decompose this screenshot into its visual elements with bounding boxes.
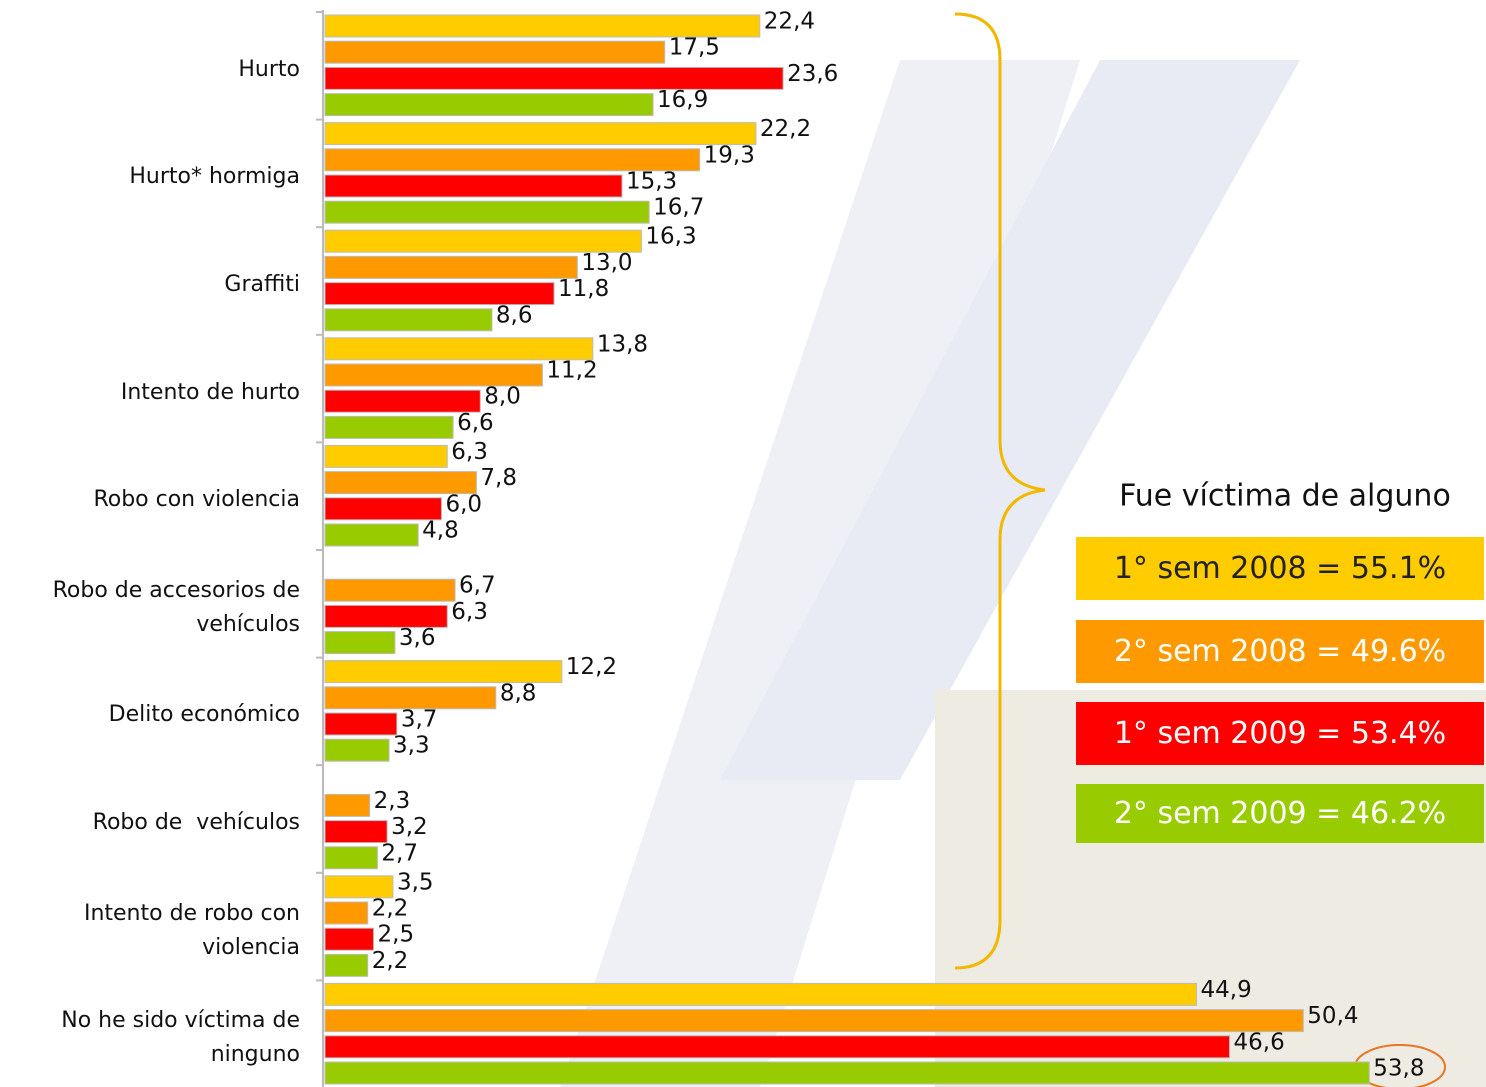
legend-label: 2° sem 2009 = 46.2%	[1114, 796, 1446, 831]
value-label: 3,7	[401, 707, 438, 733]
value-label: 16,9	[657, 87, 708, 113]
value-label: 12,2	[566, 654, 617, 680]
bar	[324, 122, 757, 146]
bar	[324, 337, 594, 361]
category-label: Robo con violencia	[93, 487, 300, 513]
value-label: 19,3	[704, 142, 755, 168]
category-label: Graffiti	[224, 272, 300, 297]
bar	[324, 631, 396, 655]
bar	[324, 363, 543, 387]
legend-label: 1° sem 2008 = 55.1%	[1114, 551, 1446, 586]
value-label: 23,6	[787, 61, 838, 87]
category-label: No he sido víctima de ninguno	[61, 1008, 307, 1068]
legend-label: 1° sem 2009 = 53.4%	[1114, 716, 1446, 751]
bar	[324, 1035, 1231, 1059]
bar	[324, 686, 497, 710]
bar	[324, 982, 1198, 1006]
category-label: Hurto	[238, 56, 300, 82]
value-label: 6,7	[459, 573, 496, 599]
value-label: 15,3	[626, 169, 677, 195]
value-label: 22,2	[760, 116, 811, 142]
value-label: 8,0	[484, 384, 521, 410]
value-label: 6,0	[445, 491, 482, 517]
value-label: 46,6	[1234, 1029, 1285, 1055]
bar	[324, 578, 456, 602]
bar	[324, 953, 369, 977]
bar	[324, 712, 398, 736]
bar	[324, 604, 448, 628]
bar	[324, 793, 371, 817]
value-label: 44,9	[1201, 977, 1252, 1003]
value-label: 2,2	[372, 896, 409, 922]
value-label: 11,2	[546, 358, 597, 384]
bar	[324, 66, 784, 90]
value-label: 13,8	[597, 331, 648, 357]
bar	[324, 927, 375, 951]
value-label: 17,5	[669, 35, 720, 61]
category-label: Delito económico	[108, 702, 300, 728]
bar	[324, 497, 442, 521]
bar	[324, 93, 654, 117]
value-label: 4,8	[422, 518, 459, 544]
value-label: 6,6	[457, 410, 494, 436]
value-label: 2,7	[381, 840, 418, 866]
bar	[324, 523, 419, 547]
value-label: 50,4	[1307, 1003, 1358, 1029]
value-label: 2,3	[374, 788, 411, 814]
bar	[324, 148, 701, 172]
legend-box	[1076, 702, 1484, 765]
value-label: 2,2	[372, 948, 409, 974]
category-label: Intento de hurto	[120, 379, 300, 405]
legend-label: 2° sem 2008 = 49.6%	[1114, 634, 1446, 669]
value-label: 2,5	[378, 922, 415, 948]
bar	[324, 14, 761, 38]
value-label: 53,8	[1373, 1056, 1424, 1082]
value-label: 8,6	[496, 302, 533, 328]
value-label: 3,2	[391, 814, 428, 840]
bar	[324, 875, 394, 899]
category-label: Hurto* hormiga	[129, 164, 300, 190]
bar	[324, 738, 390, 762]
bar	[324, 471, 477, 495]
legend-box	[1076, 537, 1484, 600]
legend-box	[1076, 784, 1484, 843]
value-label: 16,3	[645, 224, 696, 250]
value-label: 3,5	[397, 869, 434, 895]
bar	[324, 229, 642, 253]
bar	[324, 444, 448, 468]
annotation: Fue víctima de alguno	[1119, 479, 1451, 514]
bar	[324, 200, 650, 224]
bar	[324, 174, 623, 198]
bar	[324, 820, 388, 844]
category-label: Intento de robo con violencia	[83, 900, 307, 960]
legend-box	[1076, 620, 1484, 683]
value-label: 8,8	[500, 680, 537, 706]
bar	[324, 255, 578, 279]
value-label: 22,4	[764, 9, 815, 35]
bar	[324, 40, 666, 64]
bar	[324, 308, 493, 332]
bar	[324, 901, 369, 925]
bar	[324, 660, 563, 684]
bar	[324, 846, 378, 870]
value-label: 3,6	[399, 625, 436, 651]
bar	[324, 389, 481, 413]
bar	[324, 282, 555, 306]
brace	[954, 12, 1046, 970]
bar	[324, 1009, 1304, 1033]
value-label: 11,8	[558, 276, 609, 302]
value-label: 6,3	[451, 599, 488, 625]
bar	[324, 1061, 1370, 1085]
value-label: 7,8	[480, 465, 517, 491]
category-label: Robo de vehículos	[92, 810, 300, 835]
value-label: 13,0	[581, 250, 632, 276]
bar	[324, 415, 454, 439]
category-label: Robo de accesorios de vehículos	[52, 577, 307, 637]
value-label: 16,7	[653, 195, 704, 221]
value-label: 6,3	[451, 439, 488, 465]
value-label: 3,3	[393, 733, 430, 759]
